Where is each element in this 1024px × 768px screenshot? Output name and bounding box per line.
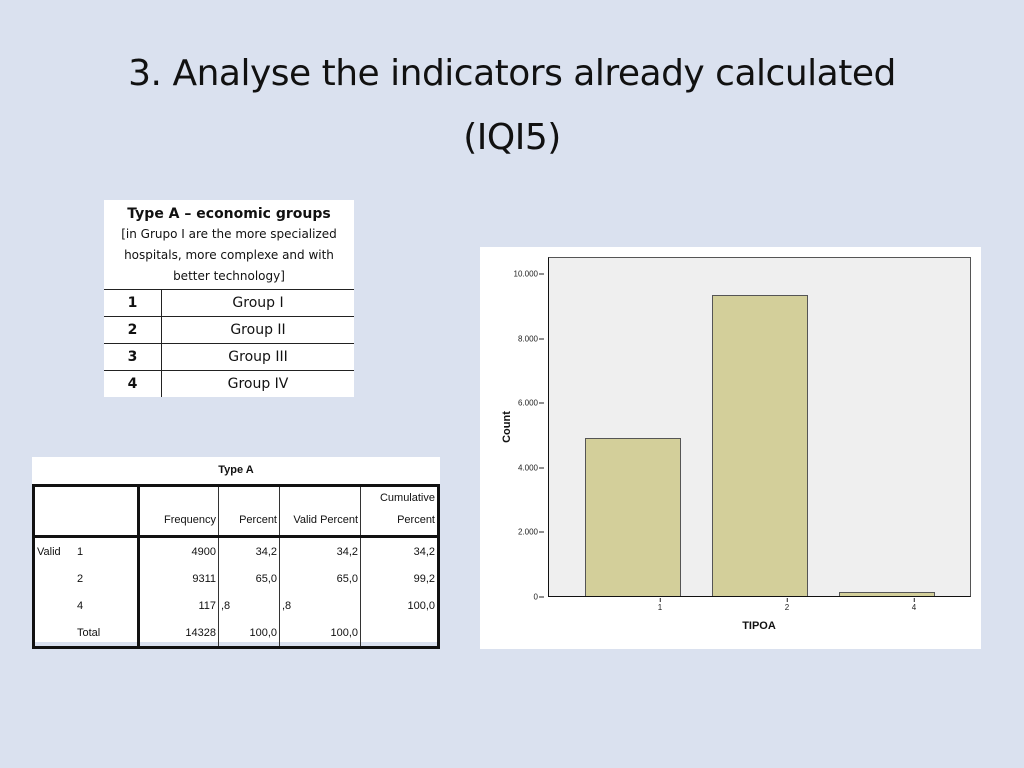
table-row: 3 Group III [104,343,354,371]
group-code: 1 [104,289,162,317]
x-tick-label: 1 [658,598,662,612]
header-cumulative-line-2: Percent [397,514,435,526]
table-row: 4 117 ,8 ,8 100,0 [34,592,439,619]
bar-category-2 [712,295,808,596]
economic-groups-note-2: hospitals, more complexe and with [124,248,334,262]
slide-title-line-1: 3. Analyse the indicators already calcul… [128,53,896,94]
x-tick-label: 2 [785,598,789,612]
row-cumulative-percent: 99,2 [413,572,435,585]
row-valid-percent: 65,0 [279,565,361,592]
table-row: 2 9311 65,0 65,0 99,2 [34,565,439,592]
row-category: 4 [75,592,140,619]
group-name: Group I [161,289,354,317]
row-valid-percent: 34,2 [279,536,361,565]
group-name: Group II [161,316,354,344]
economic-groups-note-1: [in Grupo I are the more specialized [121,227,337,241]
frequency-table-panel: Type A Frequency Percent Valid Percent C… [32,457,440,649]
slide-title: 3. Analyse the indicators already calcul… [0,42,1024,170]
row-frequency: 117 [138,592,219,619]
group-code: 2 [104,316,162,344]
table-row: 2 Group II [104,316,354,344]
row-cumulative-percent: 34,2 [413,545,435,558]
row-category: 2 [75,565,140,592]
row-percent: 34,2 [218,536,280,565]
header-empty [33,485,75,538]
frequency-table-header-row: Frequency Percent Valid Percent Cumulati… [33,485,439,538]
row-category: Total [75,619,140,648]
group-name: Group IV [161,370,354,397]
group-name: Group III [161,343,354,371]
row-category: 1 [75,536,140,565]
y-tick-label: 4.000 [518,464,544,473]
row-percent: ,8 [218,592,280,619]
table-row: 1 Group I [104,289,354,317]
row-group-label: Valid [37,545,61,558]
x-axis-label: TIPOA [742,620,776,632]
bar-category-1 [585,438,681,596]
bar-chart: Count 10.000 8.000 6.000 4.000 2.000 0 1… [480,247,981,649]
header-percent: Percent [218,485,280,538]
y-axis-label: Count [501,411,513,443]
row-valid-percent: 100,0 [279,619,361,648]
slide-title-line-2: (IQI5) [463,117,561,158]
frequency-table-caption: Type A [218,464,254,476]
y-tick-label: 8.000 [518,335,544,344]
economic-groups-title: Type A – economic groups [127,206,331,222]
header-valid-percent: Valid Percent [279,485,361,538]
economic-groups-header: Type A – economic groups [in Grupo I are… [104,200,354,290]
frequency-table: Frequency Percent Valid Percent Cumulati… [32,484,440,649]
bar-category-4 [839,592,935,596]
row-group-label [34,619,76,648]
header-cumulative-line-1: Cumulative [379,492,435,504]
plot-area [548,257,971,597]
economic-groups-table: Type A – economic groups [in Grupo I are… [104,200,354,397]
y-tick-label: 0 [534,593,544,602]
row-percent: 100,0 [218,619,280,648]
table-row: 4 Group IV [104,370,354,397]
header-cumulative-percent: Cumulative Percent [360,485,439,538]
header-frequency: Frequency [138,485,219,538]
row-valid-percent: ,8 [279,592,361,619]
y-tick-label: 6.000 [518,399,544,408]
row-cumulative-percent: 100,0 [407,599,435,612]
row-percent: 65,0 [218,565,280,592]
row-frequency: 9311 [138,565,219,592]
row-frequency: 14328 [138,619,219,648]
row-cumulative-percent [361,619,439,648]
header-empty [75,485,140,538]
group-code: 4 [104,370,162,397]
x-tick-label: 4 [912,598,916,612]
group-code: 3 [104,343,162,371]
table-row: Total 14328 100,0 100,0 [34,619,439,648]
economic-groups-note-3: better technology] [173,269,285,283]
table-row: Valid 1 4900 34,2 34,2 34,2 [34,536,439,565]
y-tick-label: 10.000 [514,270,544,279]
row-frequency: 4900 [138,536,219,565]
y-tick-label: 2.000 [518,528,544,537]
row-group-label [34,565,76,592]
row-group-label [34,592,76,619]
